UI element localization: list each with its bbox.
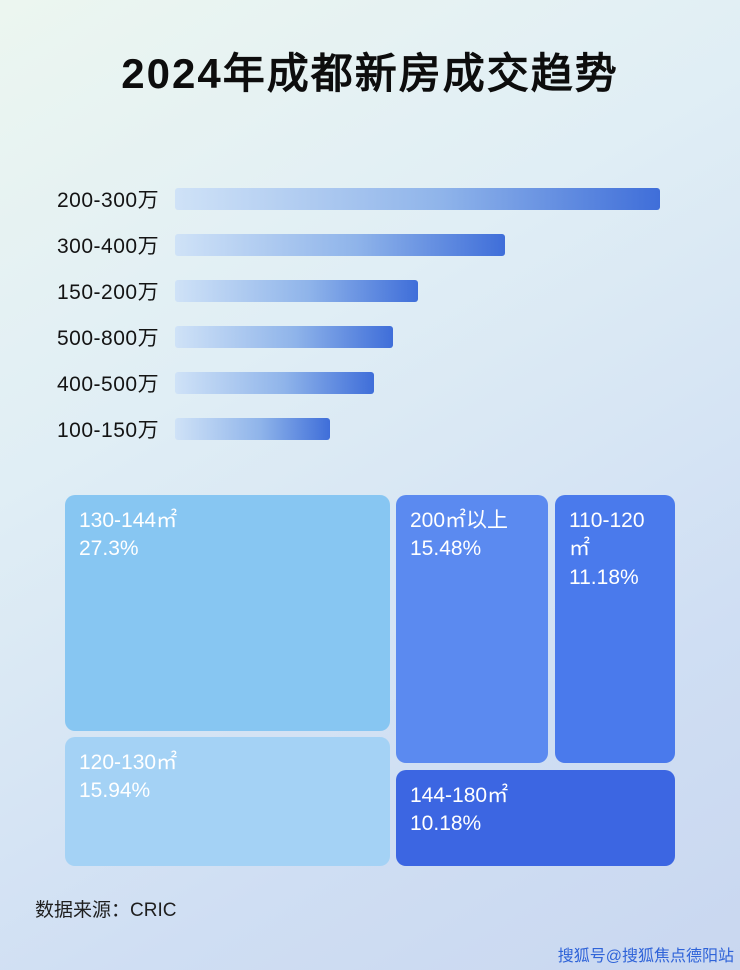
tile-value: 27.3% — [79, 537, 139, 561]
tile-label: 144-180㎡ — [410, 784, 509, 807]
bar-label: 500-800万 — [57, 327, 160, 350]
bar — [175, 372, 374, 394]
bar — [175, 326, 394, 348]
bar — [175, 280, 418, 302]
data-source-label: 数据来源：CRIC — [35, 900, 177, 921]
treemap-tile: 130-144㎡ 27.3% — [65, 495, 390, 731]
bar-row: 100-150万 — [57, 406, 660, 452]
treemap-tile: 120-130㎡ 15.94% — [65, 737, 390, 866]
bar-row: 400-500万 — [57, 360, 660, 406]
bar-track — [175, 418, 660, 440]
bar-track — [175, 234, 660, 256]
bar-track — [175, 372, 660, 394]
area-share-treemap: 130-144㎡ 27.3% 120-130㎡ 15.94% 200㎡以上 15… — [65, 495, 675, 866]
tile-value: 10.18% — [410, 812, 482, 836]
bar-label: 200-300万 — [57, 189, 160, 212]
tile-value: 15.94% — [79, 779, 151, 803]
bar-label: 100-150万 — [57, 419, 160, 442]
tile-label: 110-120㎡ — [569, 509, 645, 561]
tile-label: 120-130㎡ — [79, 751, 178, 774]
bar-track — [175, 188, 660, 210]
treemap-tile: 200㎡以上 15.48% — [396, 495, 548, 763]
tile-label: 130-144㎡ — [79, 509, 178, 532]
bar-label: 300-400万 — [57, 235, 160, 258]
watermark: 搜狐号@搜狐焦点德阳站 — [557, 948, 734, 965]
tile-value: 15.48% — [410, 537, 482, 561]
bar-track — [175, 326, 660, 348]
bar-row: 150-200万 — [57, 268, 660, 314]
bar-row: 200-300万 — [57, 176, 660, 222]
price-range-bar-chart: 200-300万 300-400万 150-200万 500-800万 400-… — [57, 176, 660, 452]
tile-label: 200㎡以上 — [410, 509, 509, 532]
treemap-tile: 110-120㎡ 11.18% — [555, 495, 675, 763]
bar — [175, 188, 660, 210]
bar-label: 400-500万 — [57, 373, 160, 396]
bar — [175, 234, 505, 256]
page-title: 2024年成都新房成交趋势 — [121, 50, 619, 97]
bar-row: 300-400万 — [57, 222, 660, 268]
bar-track — [175, 280, 660, 302]
treemap-tile: 144-180㎡ 10.18% — [396, 770, 675, 866]
bar-label: 150-200万 — [57, 281, 160, 304]
tile-value: 11.18% — [569, 565, 639, 589]
bar — [175, 418, 331, 440]
bar-row: 500-800万 — [57, 314, 660, 360]
